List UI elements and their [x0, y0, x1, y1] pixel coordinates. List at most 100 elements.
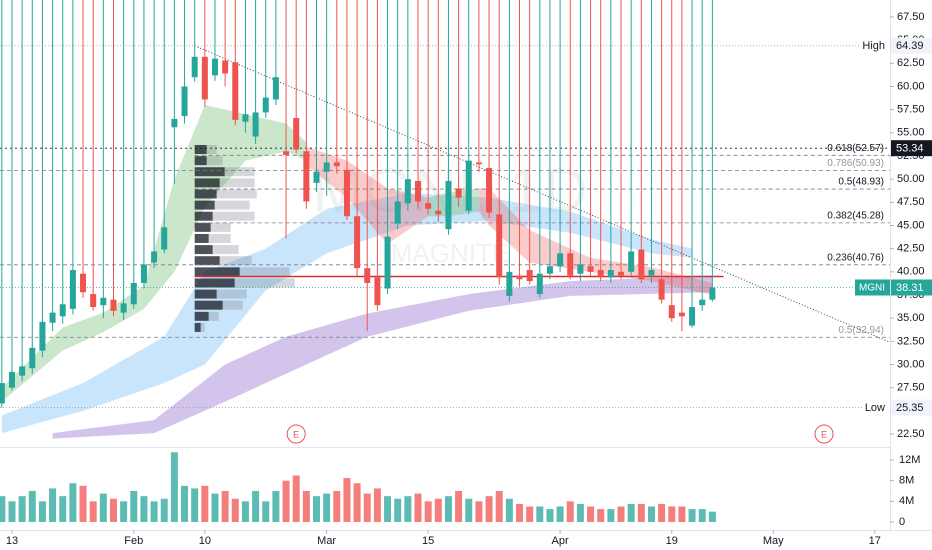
y-tick-label: 57.50 — [897, 104, 925, 116]
price-tag — [891, 37, 932, 54]
price-tag-label: 38.31 — [896, 282, 924, 294]
y-tick-label: 42.50 — [897, 243, 925, 255]
volume-bar — [647, 506, 655, 522]
volume-bar — [384, 496, 392, 522]
candle-body — [374, 277, 381, 306]
volume-bar — [516, 503, 524, 522]
candle-body — [587, 266, 594, 272]
candle-body — [0, 383, 5, 404]
volume-bar — [526, 506, 534, 522]
profile-up — [194, 278, 235, 288]
candle-body — [404, 179, 411, 204]
profile-up — [194, 200, 215, 210]
volume-bar — [28, 490, 36, 522]
profile-up — [194, 322, 201, 332]
candle-body — [394, 201, 401, 224]
level-name-bg — [860, 37, 890, 54]
volume-bar — [140, 496, 148, 522]
price-tag-label: 53.34 — [896, 143, 924, 155]
volume-bar — [312, 496, 320, 522]
candle-body — [414, 181, 421, 202]
price-tag-label: 25.35 — [896, 402, 924, 414]
volume-bar — [444, 496, 452, 522]
profile-down — [208, 233, 231, 243]
candle-body — [191, 56, 198, 78]
volume-bar — [465, 498, 473, 522]
candle-body — [699, 299, 706, 306]
candle-body — [557, 253, 564, 267]
volume-bar — [130, 490, 138, 522]
candle-body — [384, 236, 391, 289]
x-tick-label: Mar — [317, 535, 336, 547]
candle-body — [222, 60, 229, 74]
volume-bar — [698, 509, 706, 522]
candle-body — [597, 269, 604, 278]
volume-bar — [231, 498, 239, 522]
candle-body — [19, 366, 26, 376]
candle-body — [313, 171, 320, 183]
candle-body — [211, 58, 218, 76]
volume-tick-label: 8M — [899, 475, 914, 487]
volume-bar — [617, 506, 625, 522]
volume-bar — [8, 501, 16, 522]
profile-up — [194, 245, 213, 255]
volume-bar — [69, 483, 77, 522]
volume-bar — [597, 509, 605, 522]
volume-bar — [38, 501, 46, 522]
price-tag — [891, 140, 932, 157]
candle-body — [252, 112, 259, 137]
symbol-tag — [855, 279, 890, 296]
volume-bar — [79, 485, 87, 522]
profile-up — [194, 156, 207, 166]
candle-body — [465, 160, 472, 211]
fib-label: 0.382(45.28) — [827, 211, 884, 222]
volume-bar — [333, 490, 341, 522]
volume-bar — [282, 480, 290, 522]
profile-up — [194, 267, 240, 277]
candle-body — [354, 216, 361, 269]
profile-down — [212, 245, 239, 255]
x-tick-label: Apr — [552, 535, 569, 547]
x-tick-label: 17 — [869, 535, 881, 547]
candle-body — [475, 162, 482, 165]
volume-bar — [637, 503, 645, 522]
candle-body — [80, 273, 87, 293]
symbol-name: MGNI — [859, 283, 885, 294]
y-tick-label: 67.50 — [897, 11, 925, 23]
volume-bar — [505, 498, 513, 522]
profile-up — [194, 300, 223, 310]
candle-body — [262, 97, 269, 113]
volume-bar — [99, 493, 107, 522]
volume-tick-label: 12M — [899, 454, 920, 466]
profile-down — [216, 189, 257, 199]
candle-body — [49, 312, 56, 323]
candle-body — [607, 269, 614, 278]
candle-body — [546, 266, 553, 274]
profile-down — [210, 222, 231, 232]
candle-body — [29, 347, 36, 369]
profile-up — [194, 178, 220, 188]
volume-bar — [211, 493, 219, 522]
candle-body — [90, 294, 97, 308]
candle-body — [242, 114, 249, 122]
volume-bar — [262, 501, 270, 522]
profile-down — [216, 289, 247, 299]
candle-body — [293, 117, 300, 150]
profile-down — [214, 200, 250, 210]
volume-bar — [221, 490, 229, 522]
volume-bar — [120, 501, 128, 522]
level-name: Low — [865, 402, 885, 414]
candle-body — [486, 168, 493, 213]
volume-bar — [49, 488, 57, 522]
price-tag — [891, 399, 932, 416]
candle-body — [526, 269, 533, 282]
profile-down — [212, 211, 255, 221]
volume-bar — [363, 493, 371, 522]
volume-bar — [292, 475, 300, 522]
candle-body — [59, 304, 66, 317]
fib-label: 0.5(48.93) — [838, 177, 884, 188]
candle-body — [516, 275, 523, 280]
candle-body — [496, 214, 503, 278]
ma-band — [478, 188, 713, 296]
